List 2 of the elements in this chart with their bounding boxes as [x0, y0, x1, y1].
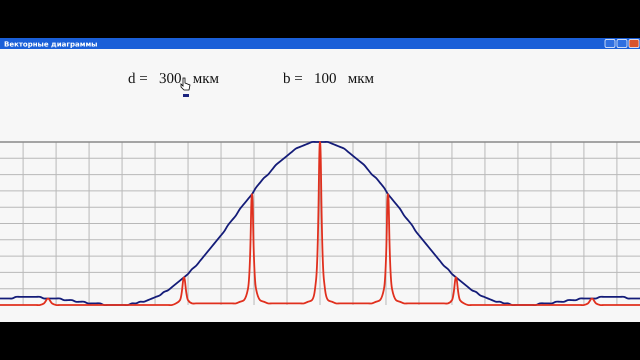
text: d = 300 мкм: [128, 71, 220, 87]
text: b = 100 мкм: [283, 71, 374, 87]
